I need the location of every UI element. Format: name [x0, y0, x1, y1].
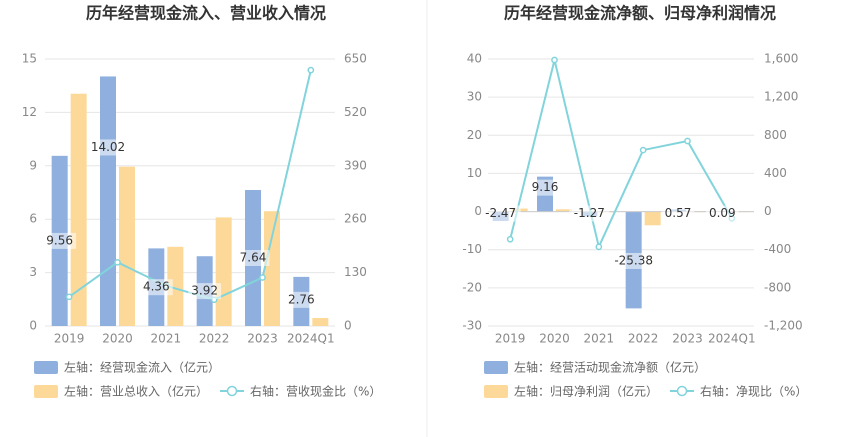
chart-2-legend-marker	[676, 385, 688, 397]
chart-2-legend-swatch	[484, 361, 508, 374]
chart-2-ratio-point	[595, 243, 603, 251]
chart-2-x-tick-label: 2024Q1	[708, 332, 756, 346]
chart-2-x-tick-label: 2020	[539, 332, 570, 346]
chart-2-data-label-bg	[528, 179, 562, 196]
chart-2-right-tick-label: -800	[764, 280, 791, 294]
chart-1-title: 历年经营现金流入、营业收入情况	[86, 4, 326, 23]
chart-2-right-tick-label: 400	[764, 166, 787, 180]
chart-1-legend-label: 右轴：营收现金比（%）	[250, 384, 381, 399]
chart-1-data-label: 9.56	[46, 233, 73, 247]
chart-1-bar-secondary	[312, 317, 329, 326]
chart-1-x-tick-label: 2022	[199, 332, 230, 346]
chart-2-right-tick-label: -400	[764, 242, 791, 256]
chart-2-data-label-bg	[661, 205, 695, 222]
chart-2-ratio-point	[639, 146, 647, 154]
chart-1-ratio-point	[307, 66, 315, 74]
chart-1-legend-marker	[226, 385, 238, 397]
chart-1-legend-swatch	[34, 385, 58, 398]
chart-2-left-tick-label: 20	[467, 128, 482, 142]
chart-2-right-tick-label: -1,200	[764, 319, 803, 333]
chart-2-bar-secondary	[644, 211, 661, 226]
chart-2-x-tick-label: 2021	[584, 332, 615, 346]
chart-1-data-label-bg	[43, 232, 77, 249]
chart-2-data-label-bg	[610, 252, 658, 269]
chart-1-data-label-bg	[88, 139, 128, 156]
chart-2-left-tick-label: 0	[474, 204, 482, 218]
chart-2-right-tick-label: 0	[764, 204, 772, 218]
chart-1-data-label: 4.36	[143, 280, 170, 294]
chart-1-legend-swatch	[34, 361, 58, 374]
chart-1-left-tick-label: 12	[22, 105, 37, 119]
chart-1-right-tick-label: 0	[344, 319, 352, 333]
chart-2-left-tick-label: 10	[467, 166, 482, 180]
chart-1-right-tick-label: 390	[344, 158, 367, 172]
chart-1-left-tick-label: 9	[29, 158, 37, 172]
chart-1-left-tick-label: 3	[29, 265, 37, 279]
chart-1-bar-secondary	[264, 211, 280, 326]
chart-2-title: 历年经营现金流净额、归母净利润情况	[504, 4, 776, 23]
chart-2-data-label: -1.27	[574, 206, 605, 220]
chart-2-data-label: -25.38	[614, 253, 653, 267]
chart-1-x-tick-label: 2019	[54, 332, 85, 346]
chart-1-data-label-bg	[284, 291, 318, 308]
chart-2-legend-label: 左轴：归母净利润（亿元）	[514, 384, 658, 399]
chart-1-bar-secondary	[70, 93, 87, 327]
chart-2-legend-swatch	[484, 385, 508, 398]
chart-2-right-tick-label: 1,600	[764, 52, 798, 66]
chart-1-x-tick-label: 2023	[247, 332, 278, 346]
chart-1-ratio-point	[114, 258, 121, 266]
chart-2-left-tick-label: 40	[467, 52, 482, 66]
chart-1-x-tick-label: 2020	[102, 332, 133, 346]
chart-1-legend-label: 左轴：经营现金流入（亿元）	[64, 360, 220, 375]
chart-2-data-label-bg	[705, 205, 739, 222]
chart-2-ratio-line	[509, 59, 733, 250]
chart-2-left-tick-label: -10	[462, 242, 482, 256]
chart-1-x-tick-label: 2024Q1	[287, 332, 335, 346]
chart-1-left-tick-label: 0	[29, 319, 37, 333]
chart-1-x-tick-label: 2021	[151, 332, 182, 346]
chart-1-bar-secondary	[167, 246, 184, 326]
chart-1-left-tick-label: 6	[29, 212, 37, 226]
chart-2-ratio-point	[551, 56, 558, 64]
chart-2-legend-label: 右轴：净现比（%）	[700, 384, 807, 399]
chart-1-data-label: 2.76	[288, 292, 315, 306]
chart-2-x-tick-label: 2023	[672, 332, 703, 346]
chart-1-legend-label: 左轴：营业总收入（亿元）	[64, 384, 208, 399]
chart-1-data-label: 7.64	[240, 251, 267, 265]
chart-2-right-tick-label: 800	[764, 128, 787, 142]
chart-1-data-label-bg	[236, 250, 270, 267]
chart-1-right-tick-label: 130	[344, 265, 367, 279]
chart-2-ratio-point	[684, 137, 691, 145]
chart-1-right-tick-label: 260	[344, 212, 367, 226]
chart-2-data-label: 0.09	[709, 206, 736, 220]
chart-1-data-label: 14.02	[91, 140, 125, 154]
chart-2-left-tick-label: -20	[462, 280, 482, 294]
chart-1-data-label-bg	[139, 279, 173, 296]
chart-2-legend-label: 左轴：经营活动现金流净额（亿元）	[514, 360, 706, 375]
chart-2-left-tick-label: -30	[462, 319, 482, 333]
chart-2-bar-secondary	[556, 209, 572, 212]
chart-2-right-tick-label: 1,200	[764, 90, 798, 104]
chart-1-left-tick-label: 15	[22, 52, 37, 66]
chart-2-data-label: 9.16	[532, 180, 559, 194]
chart-1-data-label-bg	[188, 283, 222, 300]
chart-1-bar-secondary	[119, 166, 135, 326]
chart-1-right-tick-label: 520	[344, 105, 367, 119]
chart-2-data-label-bg	[480, 205, 521, 222]
chart-1-right-tick-label: 650	[344, 52, 367, 66]
chart-1-bar-secondary	[215, 217, 232, 326]
chart-2-data-label: -2.47	[485, 206, 516, 220]
chart-2-left-tick-label: 30	[467, 90, 482, 104]
chart-2-data-label: 0.57	[665, 206, 692, 220]
chart-1-ratio-point	[259, 274, 266, 281]
chart-1-ratio-point	[65, 293, 73, 301]
chart-2-x-tick-label: 2022	[628, 332, 659, 346]
chart-1-data-label: 3.92	[191, 284, 218, 298]
chart-1-bar-primary	[100, 76, 116, 326]
chart-2-ratio-point	[506, 235, 514, 243]
chart-2-data-label-bg	[569, 205, 610, 222]
chart-2-x-tick-label: 2019	[495, 332, 526, 346]
